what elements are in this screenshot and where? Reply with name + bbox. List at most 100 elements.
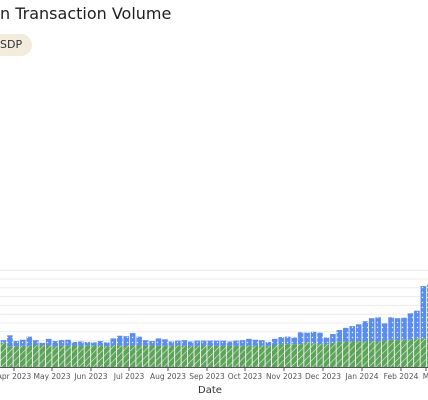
x-tick-label: Nov 2023 bbox=[266, 372, 302, 381]
bar-segment-upper bbox=[259, 340, 265, 346]
x-axis-title: Date bbox=[198, 385, 222, 396]
bar-segment-upper bbox=[239, 340, 246, 346]
bar-segment-upper bbox=[168, 341, 175, 346]
bar-segment-lower bbox=[259, 345, 265, 367]
bar-segment-upper bbox=[213, 340, 220, 346]
bar-segment-upper bbox=[420, 286, 427, 339]
bar-segment-lower bbox=[362, 341, 369, 367]
bar-segment-lower bbox=[7, 346, 13, 367]
bar-segment-upper bbox=[129, 333, 136, 346]
bar-segment-lower bbox=[323, 344, 330, 367]
bar-segment-lower bbox=[39, 345, 46, 367]
x-tick-label: Feb 2024 bbox=[384, 372, 419, 381]
x-tick-label: Jul 2023 bbox=[113, 372, 145, 381]
bar-segment-upper bbox=[284, 336, 291, 345]
bar-segment-upper bbox=[194, 340, 201, 346]
bar-segment-upper bbox=[375, 317, 381, 342]
bar-segment-upper bbox=[78, 341, 84, 346]
bar-segment-upper bbox=[26, 336, 33, 346]
bar-segment-lower bbox=[375, 341, 381, 367]
bar-segment-lower bbox=[388, 339, 394, 367]
bar-segment-lower bbox=[123, 345, 129, 367]
x-tick-label: Jan 2024 bbox=[344, 372, 378, 381]
bar-segment-upper bbox=[58, 340, 65, 346]
x-tick-label: Oct 2023 bbox=[228, 372, 263, 381]
x-tick-label: M bbox=[423, 372, 428, 381]
bar-segment-lower bbox=[349, 341, 356, 367]
bar-segment-upper bbox=[20, 339, 26, 346]
bar-segment-lower bbox=[310, 343, 317, 367]
bar-segment-lower bbox=[45, 345, 52, 367]
bar-segment-lower bbox=[65, 345, 71, 367]
bar-segment-lower bbox=[284, 344, 291, 367]
bar-segment-upper bbox=[123, 336, 129, 346]
x-tick-label: Aug 2023 bbox=[150, 372, 186, 381]
bar-segment-lower bbox=[226, 345, 233, 367]
bar-segment-lower bbox=[207, 345, 213, 367]
bar-segment-upper bbox=[200, 340, 207, 346]
bar-segment-lower bbox=[265, 345, 272, 367]
bar-segment-lower bbox=[0, 342, 7, 367]
bar-segment-upper bbox=[226, 341, 233, 346]
bar-segment-upper bbox=[52, 341, 58, 347]
bar-segment-upper bbox=[297, 332, 304, 345]
bar-segment-lower bbox=[220, 345, 226, 367]
bar-segment-lower bbox=[330, 342, 336, 367]
bar-segment-lower bbox=[252, 345, 259, 367]
bar-segment-lower bbox=[271, 345, 278, 367]
bar-segment-lower bbox=[394, 340, 401, 367]
bar-segment-upper bbox=[71, 341, 78, 346]
bar-segment-lower bbox=[233, 345, 239, 367]
bar-segment-lower bbox=[13, 346, 20, 367]
bar-segment-upper bbox=[278, 337, 285, 345]
bar-segment-lower bbox=[381, 340, 388, 367]
bar-segment-upper bbox=[368, 318, 375, 342]
bar-segment-upper bbox=[265, 341, 272, 346]
filter-badge[interactable]: SDP bbox=[0, 34, 33, 56]
bar-segment-upper bbox=[142, 340, 149, 346]
bar-segment-upper bbox=[271, 338, 278, 345]
bar-segment-lower bbox=[162, 345, 168, 367]
bar-segment-lower bbox=[336, 341, 343, 367]
x-tick-label: Jun 2023 bbox=[73, 372, 107, 381]
bar-segment-lower bbox=[149, 345, 155, 367]
x-tick-label: Sep 2023 bbox=[189, 372, 225, 381]
bar-segment-upper bbox=[401, 317, 407, 340]
bar-segment-lower bbox=[20, 345, 26, 367]
bars bbox=[0, 284, 428, 367]
x-tick-label: Apr 2023 bbox=[0, 372, 31, 381]
bar-segment-upper bbox=[304, 332, 310, 343]
bar-segment-upper bbox=[394, 318, 401, 341]
bar-segment-upper bbox=[310, 331, 317, 344]
bar-segment-lower bbox=[84, 345, 91, 367]
bar-segment-lower bbox=[175, 345, 181, 367]
bar-segment-upper bbox=[362, 321, 369, 342]
bar-segment-lower bbox=[142, 345, 149, 367]
bar-segment-upper bbox=[13, 341, 20, 347]
bar-segment-upper bbox=[388, 317, 394, 340]
bar-segment-upper bbox=[207, 340, 213, 346]
bar-segment-lower bbox=[297, 344, 304, 367]
bar-segment-lower bbox=[213, 345, 220, 367]
bar-segment-lower bbox=[414, 338, 420, 367]
bar-segment-upper bbox=[291, 337, 297, 345]
bar-segment-upper bbox=[323, 337, 330, 345]
bar-segment-lower bbox=[239, 345, 246, 367]
bar-segment-lower bbox=[317, 344, 323, 367]
bar-segment-upper bbox=[97, 341, 104, 346]
bar-segment-upper bbox=[162, 339, 168, 346]
bar-segment-upper bbox=[252, 339, 259, 346]
bar-segment-lower bbox=[420, 338, 427, 367]
bar-segment-upper bbox=[155, 338, 162, 346]
bar-segment-upper bbox=[84, 341, 91, 346]
bar-segment-lower bbox=[136, 345, 142, 367]
bar-segment-lower bbox=[110, 345, 117, 367]
bar-segment-lower bbox=[91, 345, 97, 367]
bar-segment-lower bbox=[116, 345, 123, 367]
bar-segment-upper bbox=[136, 336, 142, 346]
bar-segment-lower bbox=[355, 341, 362, 367]
bar-segment-upper bbox=[220, 340, 226, 346]
bar-segment-lower bbox=[181, 345, 188, 367]
bar-segment-lower bbox=[194, 345, 201, 367]
